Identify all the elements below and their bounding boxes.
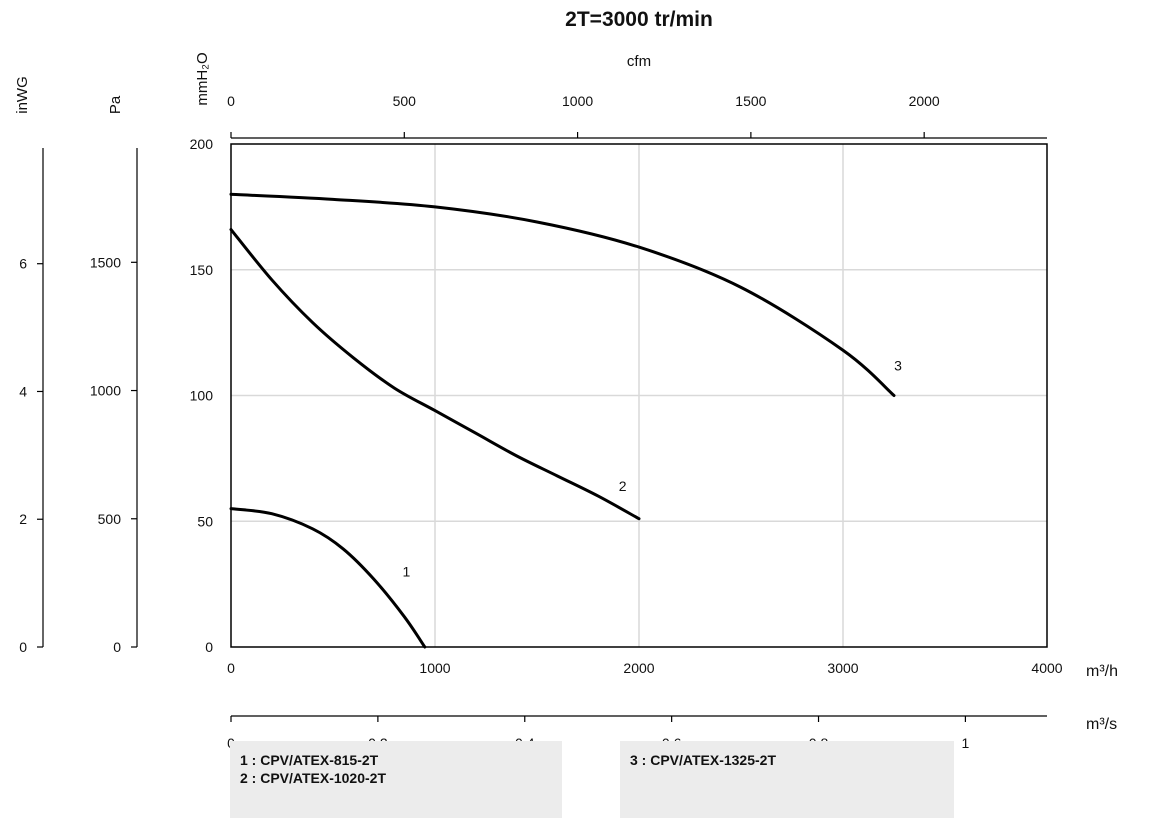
series-label-3: 3 — [894, 357, 902, 373]
legend-entry-2: 2 : CPV/ATEX-1020-2T — [240, 770, 387, 786]
pa-tick-label: 0 — [113, 639, 121, 655]
inwg-tick-label: 6 — [19, 256, 27, 272]
pa-tick-label: 1500 — [90, 254, 121, 270]
x-primary-unit-label: m³/h — [1086, 663, 1118, 680]
x-primary-tick-label: 0 — [227, 660, 235, 676]
inwg-tick-label: 2 — [19, 511, 27, 527]
pa-axis-label: Pa — [107, 95, 124, 114]
grid — [231, 144, 1047, 647]
legend-right: 3 : CPV/ATEX-1325-2T — [620, 741, 954, 818]
x-primary-tick-label: 4000 — [1031, 660, 1062, 676]
x-top-tick-label: 2000 — [909, 93, 940, 109]
x-bottom-tick-label: 1 — [962, 735, 970, 751]
series-line-3 — [229, 192, 896, 397]
chart-title: 2T=3000 tr/min — [565, 8, 713, 31]
legend-left: 1 : CPV/ATEX-815-2T 2 : CPV/ATEX-1020-2T — [230, 741, 562, 818]
x-primary-tick-label: 1000 — [419, 660, 450, 676]
inwg-tick-label: 0 — [19, 639, 27, 655]
x-top-tick-label: 500 — [393, 93, 417, 109]
y-primary-tick-label: 150 — [190, 262, 214, 278]
series-line-2 — [229, 228, 641, 521]
x-top-tick-label: 0 — [227, 93, 235, 109]
axes — [37, 132, 1048, 722]
legend-entry-3: 3 : CPV/ATEX-1325-2T — [630, 752, 777, 768]
pa-tick-label: 1000 — [90, 383, 121, 399]
series-line-1 — [229, 507, 427, 649]
series-label-1: 1 — [403, 564, 411, 580]
series-label-2: 2 — [619, 478, 627, 494]
y-primary-tick-label: 50 — [197, 513, 213, 529]
y-primary-tick-label: 100 — [190, 388, 214, 404]
y-primary-tick-label: 200 — [190, 136, 214, 152]
legend-entry-1: 1 : CPV/ATEX-815-2T — [240, 752, 379, 768]
pa-tick-label: 500 — [98, 511, 122, 527]
x-top-axis-label: cfm — [627, 53, 651, 70]
series-labels: 1 2 3 — [403, 357, 903, 579]
x-bottom-unit-label: m³/s — [1086, 716, 1117, 733]
inwg-axis-label: inWG — [14, 76, 31, 114]
series-lines — [229, 192, 896, 649]
x-primary-tick-label: 2000 — [623, 660, 654, 676]
inwg-tick-label: 4 — [19, 383, 27, 399]
plot-frame — [230, 143, 1048, 648]
mmh2o-axis-label: mmH₂O — [194, 52, 211, 105]
y-primary-tick-label: 0 — [205, 639, 213, 655]
x-primary-tick-label: 3000 — [827, 660, 858, 676]
x-top-tick-label: 1500 — [735, 93, 766, 109]
x-top-tick-label: 1000 — [562, 93, 593, 109]
